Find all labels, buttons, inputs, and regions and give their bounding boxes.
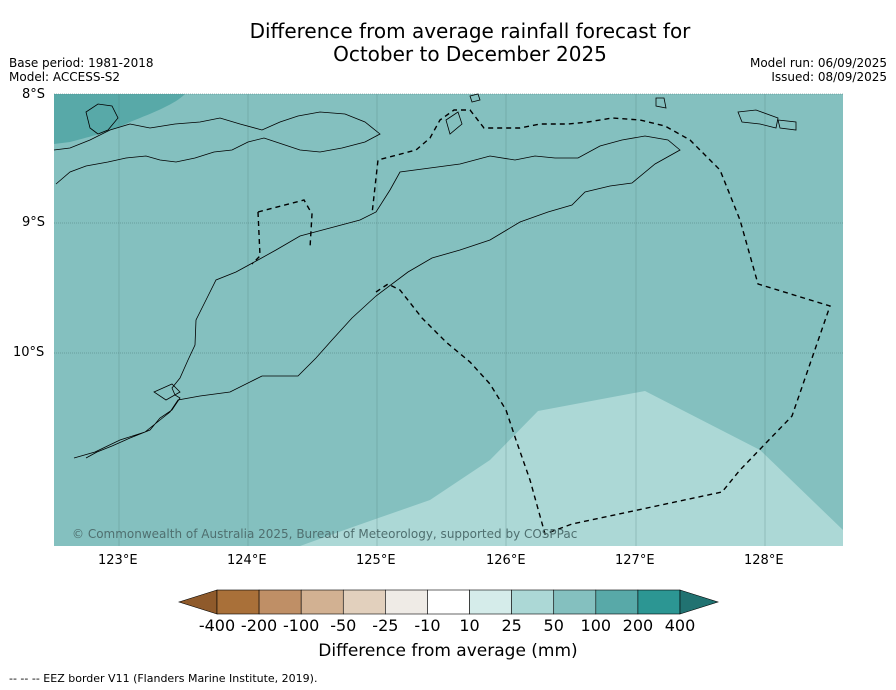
timor-coastline	[73, 135, 681, 459]
colorbar-tick-label: 100	[580, 616, 612, 635]
model-name: Model: ACCESS-S2	[9, 70, 121, 84]
lon-label-127e: 127°E	[615, 553, 655, 568]
coastlines	[53, 93, 797, 459]
title-line-2: October to December 2025	[333, 42, 607, 66]
northern-islands-coastline	[53, 111, 381, 185]
lat-label-10s: 10°S	[13, 345, 45, 360]
chart-title: Difference from average rainfall forecas…	[170, 20, 770, 66]
colorbar-cell	[427, 589, 470, 615]
colorbar-label: Difference from average (mm)	[318, 641, 578, 661]
lon-label-125e: 125°E	[356, 553, 396, 568]
island-small-e	[469, 93, 481, 103]
map-panel	[54, 94, 843, 546]
colorbar-tick-label: -25	[372, 616, 399, 635]
colorbar-cell	[300, 589, 344, 615]
colorbar-extend-high	[679, 589, 719, 615]
colorbar-cell	[553, 589, 597, 615]
colorbar-cell	[595, 589, 639, 615]
meta-left: Base period: 1981-2018 Model: ACCESS-S2	[9, 56, 154, 84]
gridlines	[54, 93, 843, 546]
colorbar-cell	[216, 589, 260, 615]
colorbar-tick-label: 200	[622, 616, 654, 635]
lon-label-126e: 126°E	[486, 553, 526, 568]
lon-label-123e: 123°E	[98, 553, 138, 568]
colorbar-tick-label: 400	[664, 616, 696, 635]
lat-label-8s: 8°S	[22, 87, 46, 102]
colorbar	[178, 589, 719, 615]
lon-label-124e: 124°E	[227, 553, 267, 568]
island-east-a	[737, 109, 779, 129]
colorbar-cell	[469, 589, 512, 615]
colorbar-tick-label: -400	[198, 616, 236, 635]
colorbar-cell	[385, 589, 428, 615]
island-east-b	[777, 119, 797, 131]
colorbar-tick-label: -200	[240, 616, 278, 635]
meta-right: Model run: 06/09/2025 Issued: 08/09/2025	[750, 56, 887, 84]
colorbar-cells	[216, 589, 681, 615]
rainfall-25-50-area	[300, 391, 843, 546]
colorbar-cell	[511, 589, 555, 615]
island-small-d	[445, 111, 463, 135]
colorbar-extend-low	[178, 589, 218, 615]
lat-label-9s: 9°S	[22, 215, 46, 230]
eez-border-main	[371, 109, 831, 535]
colorbar-tick-label: 50	[543, 616, 564, 635]
colorbar-cell	[637, 589, 681, 615]
colorbar-tick-label: -10	[414, 616, 441, 635]
issued-date: Issued: 08/09/2025	[771, 70, 887, 84]
title-line-1: Difference from average rainfall forecas…	[249, 19, 691, 43]
colorbar-tick-label: 10	[459, 616, 480, 635]
rainfall-100-200-area	[54, 94, 185, 144]
colorbar-tick-label: -100	[283, 616, 320, 635]
lon-label-128e: 128°E	[744, 553, 784, 568]
eez-border	[251, 109, 831, 535]
island-southwest	[153, 383, 181, 401]
island-east-c	[655, 97, 667, 109]
eez-footnote: -- -- -- EEZ border V11 (Flanders Marine…	[9, 672, 318, 685]
colorbar-tick-label: 25	[501, 616, 522, 635]
colorbar-cell	[258, 589, 302, 615]
colorbar-cell	[342, 589, 386, 615]
colorbar-tick-label: -50	[330, 616, 357, 635]
copyright-notice: © Commonwealth of Australia 2025, Bureau…	[72, 527, 578, 541]
eez-border-west	[251, 199, 313, 265]
model-run: Model run: 06/09/2025	[749, 56, 887, 70]
base-period: Base period: 1981-2018	[9, 56, 154, 70]
island-left	[85, 103, 119, 135]
